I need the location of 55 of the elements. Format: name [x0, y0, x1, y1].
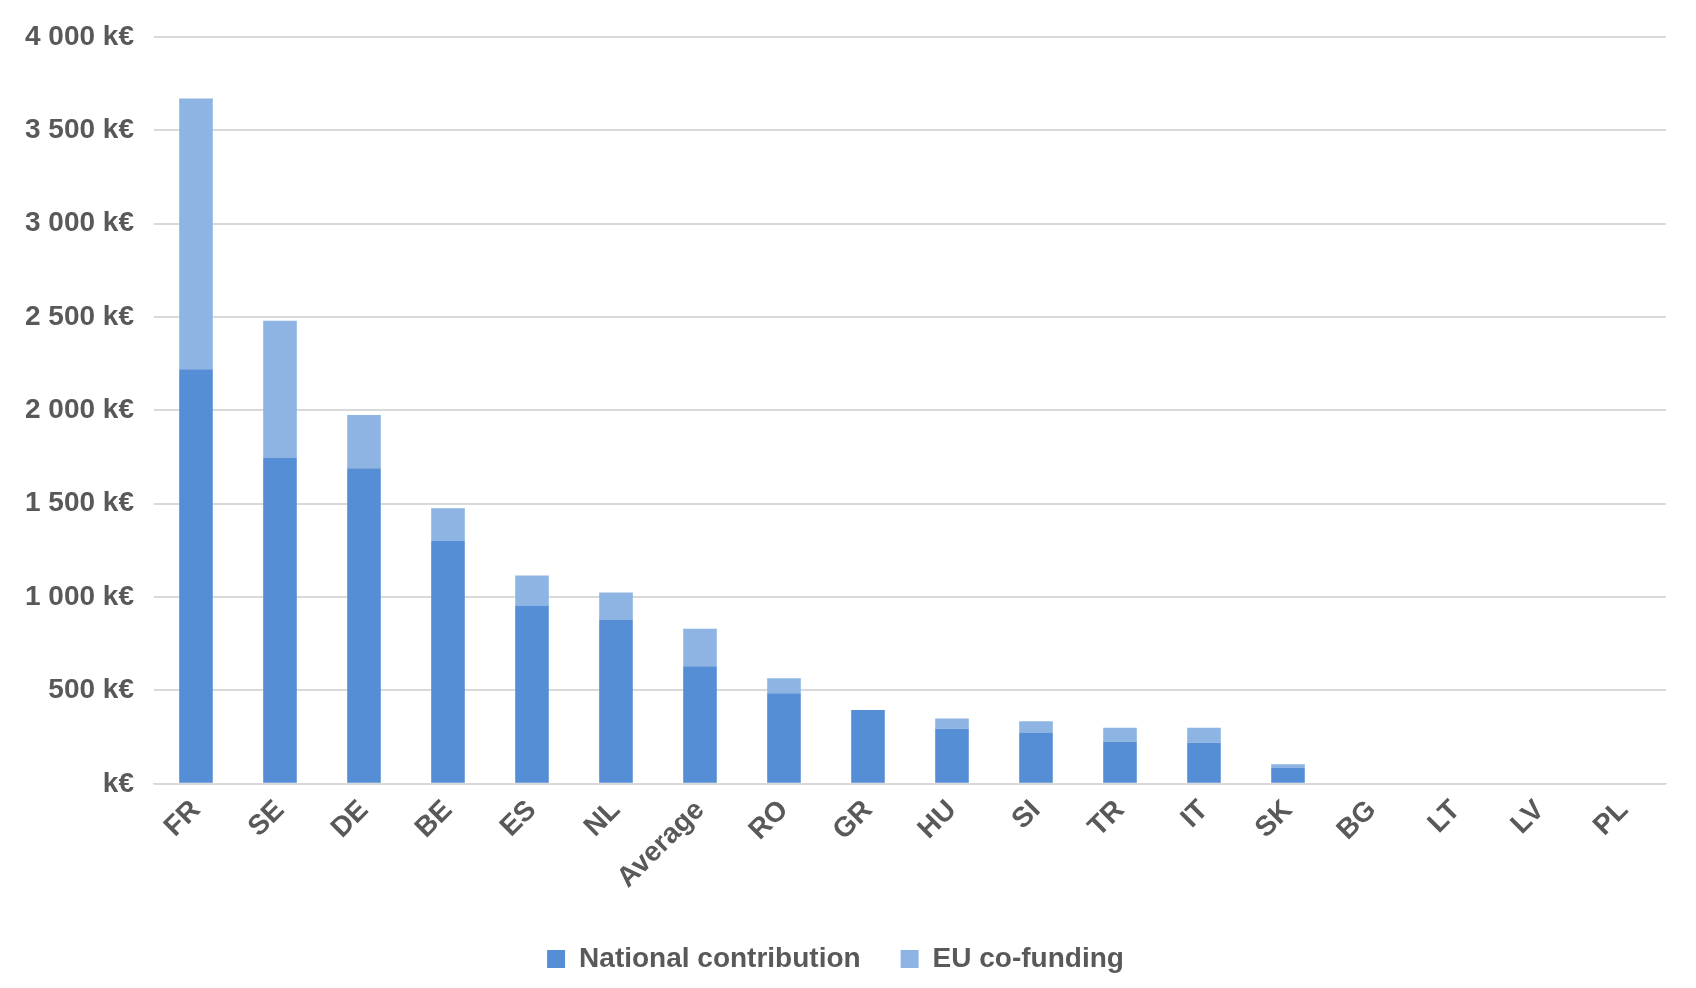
bar [767, 678, 801, 694]
bar [683, 666, 717, 783]
bar [1271, 764, 1305, 768]
bar [515, 575, 549, 606]
bar [179, 98, 213, 370]
bar [1271, 767, 1305, 783]
x-tick-label: LT [1421, 793, 1466, 839]
bar [683, 628, 717, 667]
y-tick-label: 3 000 k€ [24, 206, 135, 238]
bar [935, 718, 969, 729]
bar [851, 710, 885, 783]
y-tick-label: 2 000 k€ [24, 393, 135, 425]
bar [515, 605, 549, 783]
x-tick-label: IT [1174, 793, 1214, 834]
y-tick-label: 3 500 k€ [24, 112, 135, 144]
x-tick-label: PL [1586, 793, 1634, 841]
x-tick-label: BE [408, 793, 458, 843]
bar [1187, 727, 1221, 743]
x-tick-label: SE [241, 793, 290, 842]
bar [935, 728, 969, 783]
x-tick-label: BG [1330, 793, 1382, 846]
y-tick-label: 2 500 k€ [24, 299, 135, 331]
x-tick-label: FR [157, 793, 206, 842]
x-tick-label: ES [493, 793, 542, 842]
bar [263, 457, 297, 783]
bar [347, 468, 381, 783]
legend-label: National contribution [579, 941, 861, 973]
x-tick-label: HU [911, 793, 962, 845]
bar [179, 369, 213, 783]
bar [1019, 732, 1053, 783]
x-tick-label: SK [1248, 793, 1298, 843]
bar [431, 541, 465, 783]
bar [1187, 742, 1221, 783]
bar [431, 508, 465, 542]
y-tick-label: 1 500 k€ [24, 486, 135, 518]
bar [599, 592, 633, 620]
y-tick-label: 4 000 k€ [24, 19, 135, 51]
y-tick-label: 1 000 k€ [24, 579, 135, 611]
x-tick-label: RO [742, 793, 794, 846]
x-tick-label: SI [1005, 793, 1046, 835]
bar [263, 320, 297, 458]
x-tick-label: LV [1503, 793, 1550, 840]
bar [1103, 741, 1137, 783]
x-tick-label: TR [1081, 793, 1130, 842]
bar [1019, 721, 1053, 733]
bar [767, 693, 801, 783]
y-tick-label: 500 k€ [48, 673, 135, 705]
x-tick-label: NL [577, 793, 626, 842]
bar [1103, 727, 1137, 742]
y-tick-label: k€ [102, 766, 135, 798]
x-tick-label: DE [324, 793, 374, 843]
legend-label: EU co-funding [932, 941, 1124, 973]
x-tick-label: GR [826, 793, 878, 846]
bar [599, 619, 633, 783]
bar [347, 414, 381, 469]
